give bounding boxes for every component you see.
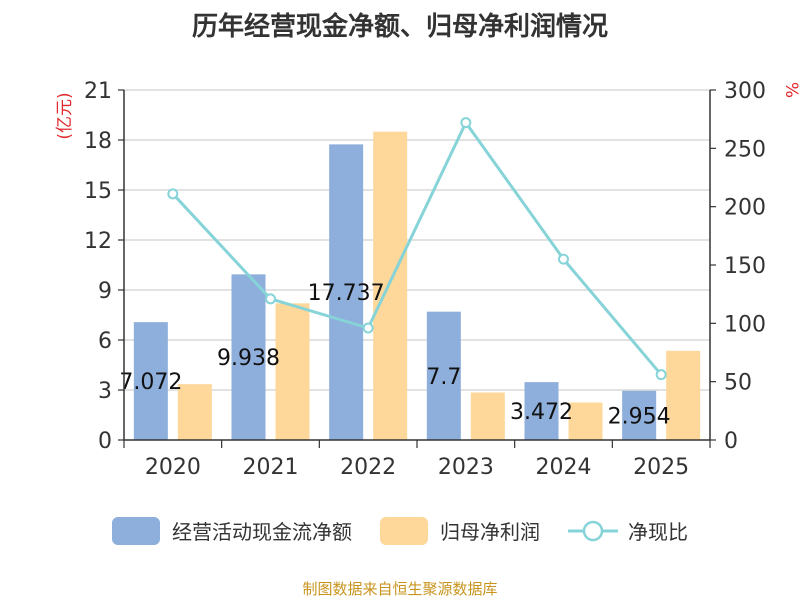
x-tick-label: 2024: [536, 455, 592, 480]
left-tick-label: 15: [84, 179, 112, 204]
data-label-cashflow: 7.7: [426, 365, 461, 390]
data-labels: 7.072 9.938 17.737 7.7 3.472 2.954: [119, 281, 670, 429]
right-tick-label: 250: [724, 137, 766, 162]
bar-profit: [666, 350, 701, 440]
left-tick-label: 3: [98, 379, 112, 404]
left-tick-label: 9: [98, 279, 112, 304]
right-tick-label: 50: [724, 371, 752, 396]
ratio-line-path: [171, 119, 663, 376]
right-tick-label: 300: [724, 79, 766, 104]
legend-swatch-ratio: [568, 520, 618, 541]
bar-profit: [177, 384, 212, 440]
bar-cashflow: [133, 322, 168, 440]
x-tick-label: 2022: [340, 455, 396, 480]
ratio-point: [558, 253, 569, 265]
legend-item-profit[interactable]: 归母净利润: [380, 516, 540, 545]
bar-profit: [568, 402, 603, 440]
bar-cashflow: [524, 382, 559, 440]
right-tick-label: 150: [724, 254, 766, 279]
data-label-cashflow: 3.472: [510, 400, 573, 425]
bars: [133, 131, 701, 440]
ratio-point: [460, 117, 472, 129]
legend-label-profit: 归母净利润: [440, 520, 540, 544]
bar-profit: [275, 303, 310, 440]
chart-title: 历年经营现金净额、归母净利润情况: [191, 12, 608, 42]
left-axis-unit: (亿元): [55, 92, 75, 139]
bar-cashflow: [426, 311, 461, 440]
legend-item-ratio[interactable]: 净现比: [568, 516, 688, 545]
data-label-cashflow: 9.938: [217, 346, 280, 371]
left-tick-label: 21: [84, 79, 112, 104]
source-note: 制图数据来自恒生聚源数据库: [302, 580, 498, 598]
bar-cashflow: [622, 390, 657, 440]
right-tick-label: 100: [724, 312, 766, 337]
axes: 0 3 6 9 12 15 18 21 0 50 100 150 200 250 300 (亿元)% 2020 2…: [55, 79, 800, 480]
bar-cashflow: [329, 144, 364, 440]
ratio-line: [167, 117, 667, 381]
legend-swatch-profit: [380, 516, 428, 545]
bar-profit: [470, 392, 505, 440]
legend-label-ratio: 净现比: [628, 520, 688, 544]
x-tick-label: 2023: [438, 455, 494, 480]
x-tick-label: 2021: [243, 455, 299, 480]
left-tick-label: 18: [84, 129, 112, 154]
left-tick-label: 6: [98, 329, 112, 354]
legend-label-cashflow: 经营活动现金流净额: [172, 520, 352, 544]
ratio-point: [265, 293, 276, 305]
legend-item-cashflow[interactable]: 经营活动现金流净额: [112, 516, 352, 545]
data-label-cashflow: 2.954: [608, 404, 671, 429]
right-axis-unit: %: [781, 82, 800, 98]
right-tick-label: 200: [724, 196, 766, 221]
legend-swatch-cashflow: [112, 516, 160, 545]
ratio-point: [362, 322, 374, 334]
x-tick-label: 2025: [633, 455, 689, 480]
ratio-point: [167, 188, 179, 200]
data-label-cashflow: 7.072: [119, 370, 182, 395]
bar-profit: [373, 131, 408, 440]
grid-lines: [124, 89, 710, 391]
legend: 经营活动现金流净额 归母净利润 净现比: [0, 516, 800, 545]
bar-cashflow: [231, 274, 266, 440]
data-label-cashflow: 17.737: [308, 281, 385, 306]
left-tick-label: 12: [84, 229, 112, 254]
left-tick-label: 0: [98, 429, 112, 454]
right-tick-label: 0: [724, 429, 738, 454]
x-tick-label: 2020: [145, 455, 201, 480]
ratio-point: [655, 369, 667, 381]
